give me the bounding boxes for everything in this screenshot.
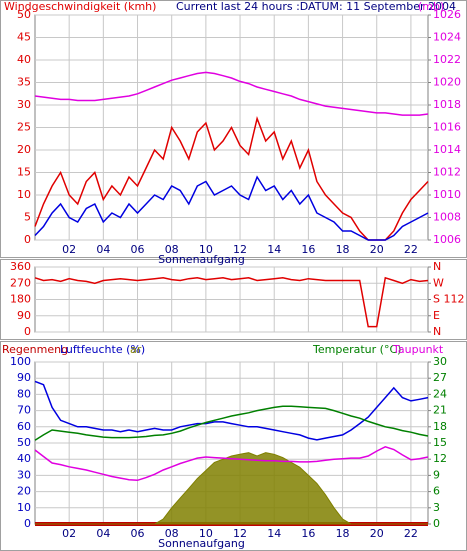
x-tick-label: 14 [267,527,281,540]
y2-tick-label: 21 [433,404,447,417]
y2-tick-label: 1022 [433,53,461,66]
y2-tick-label: 0 [433,517,440,530]
y2-tick-label: 15 [433,436,447,449]
x-tick-label: 14 [267,243,281,256]
x-tick-label: 16 [301,527,315,540]
chart-title: Current last 24 hours :DATUM: 11 Septemb… [176,0,456,13]
y2-tick-label: 1012 [433,166,461,179]
x-tick-label: 12 [233,527,247,540]
x-tick-label: 06 [131,527,145,540]
line [34,175,429,241]
legend-label: Windgeschwindigkeit (kmh) [4,0,156,13]
y-tick-label: 270 [10,276,31,289]
y2-tick-label: 9 [433,468,440,481]
y2-tick-label: 1020 [433,76,461,89]
legend-label: Luftfeuchte (%) [60,343,145,356]
x-tick-label: 22 [404,527,418,540]
x-tick-label: 02 [62,243,76,256]
area [35,452,428,525]
y2-tick-label: 27 [433,371,447,384]
y-tick-label: 0 [24,517,31,530]
y-tick-label: 10 [17,188,31,201]
y-tick-label: 360 [10,260,31,273]
y-tick-label: 5 [24,211,31,224]
y-tick-label: 30 [17,98,31,111]
y-tick-label: 15 [17,166,31,179]
y-tick-label: 30 [17,468,31,481]
x-tick-label: 18 [336,243,350,256]
y2-tick-label: 1010 [433,188,461,201]
y2-tick-label: 1026 [433,8,461,21]
y2-tick-label: 30 [433,355,447,368]
y-tick-label: 60 [17,420,31,433]
x-tick-label: 04 [96,243,110,256]
y2-tick-label: E [433,309,440,322]
y2-tick-label: 12 [433,452,447,465]
y-tick-label: 50 [17,436,31,449]
x-tick-label: 16 [301,243,315,256]
y-tick-label: 25 [17,121,31,134]
y2-tick-label: 18 [433,420,447,433]
y2-tick-label: 1006 [433,233,461,246]
x-axis-label: Sonnenaufgang [158,537,245,550]
y-tick-label: 10 [17,501,31,514]
y-tick-label: 100 [10,355,31,368]
legend-label: Temperatur (°C) [312,343,401,356]
y2-tick-label: 1024 [433,31,461,44]
y2-tick-label: 3 [433,501,440,514]
line [34,445,429,482]
y-tick-label: 40 [17,452,31,465]
x-axis-label: Sonnenaufgang [158,253,245,266]
y2-tick-label: 24 [433,387,447,400]
x-tick-label: 08 [165,243,179,256]
x-tick-label: 04 [96,527,110,540]
line [34,71,429,116]
y-tick-label: 0 [24,233,31,246]
legend-label: Taupunkt [392,343,444,356]
y2-tick-label: 1016 [433,121,461,134]
y2-tick-label: 1014 [433,143,461,156]
legend-label: ar [130,343,142,356]
y-tick-label: 50 [17,8,31,21]
x-tick-label: 10 [199,527,213,540]
line [34,115,429,241]
y-tick-label: 40 [17,53,31,66]
line [34,276,429,328]
y-tick-label: 70 [17,404,31,417]
y-tick-label: 180 [10,293,31,306]
y2-tick-label: N [433,260,441,273]
y2-tick-label: 1008 [433,211,461,224]
y-tick-label: 20 [17,143,31,156]
y-tick-label: 20 [17,485,31,498]
x-tick-label: 06 [131,243,145,256]
line [34,380,429,441]
x-tick-label: 08 [165,527,179,540]
y-tick-label: 45 [17,31,31,44]
x-tick-label: 10 [199,243,213,256]
x-tick-label: 22 [404,243,418,256]
y-tick-label: 35 [17,76,31,89]
x-tick-label: 20 [370,527,384,540]
y-tick-label: 0 [24,325,31,338]
y2-tick-label: 6 [433,485,440,498]
y-tick-label: 80 [17,387,31,400]
y-tick-label: 90 [17,309,31,322]
y2-tick-label: S 112 [433,293,464,306]
y2-tick-label: N [433,325,441,338]
legend-label: (mb) [418,0,444,13]
x-tick-label: 20 [370,243,384,256]
y2-tick-label: W [433,276,444,289]
legend-label: Regenmeng [2,343,68,356]
line [34,405,429,441]
x-tick-label: 18 [336,527,350,540]
y-tick-label: 90 [17,371,31,384]
y2-tick-label: 1018 [433,98,461,111]
x-tick-label: 02 [62,527,76,540]
x-tick-label: 12 [233,243,247,256]
